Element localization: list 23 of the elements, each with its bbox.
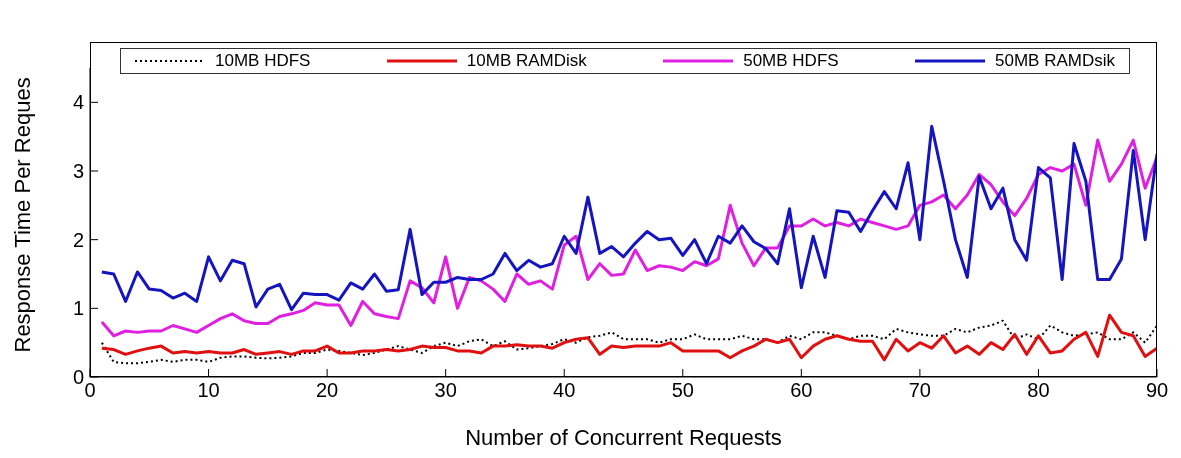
x-tick-label: 10 [197,379,220,402]
line-series [100,138,1157,338]
x-tick-label: 80 [1027,379,1050,402]
legend-label: 50MB HDFS [743,51,839,71]
x-tick-label: 60 [790,379,813,402]
x-tick-label: 30 [434,379,457,402]
x-axis-title: Number of Concurrent Requests [465,425,782,450]
y-tick-label: 1 [72,297,84,320]
x-tick-label: 90 [1145,379,1169,402]
x-tick-label: 50 [671,379,694,402]
x-tick-label: 40 [553,379,576,402]
line-series [100,313,1157,362]
line-series [100,124,1157,312]
x-tick-label: 70 [908,379,932,402]
x-tick-label: 20 [315,379,339,402]
y-tick-label: 3 [72,160,84,183]
y-tick-label: 2 [72,228,84,251]
legend-label: 10MB HDFS [215,51,311,71]
legend-label: 50MB RAMDsik [995,51,1115,71]
line-series [100,319,1157,365]
y-tick-label: 4 [72,91,84,114]
y-axis-title: Response Time Per Reques [9,77,35,353]
legend-label: 10MB RAMDisk [466,51,587,71]
